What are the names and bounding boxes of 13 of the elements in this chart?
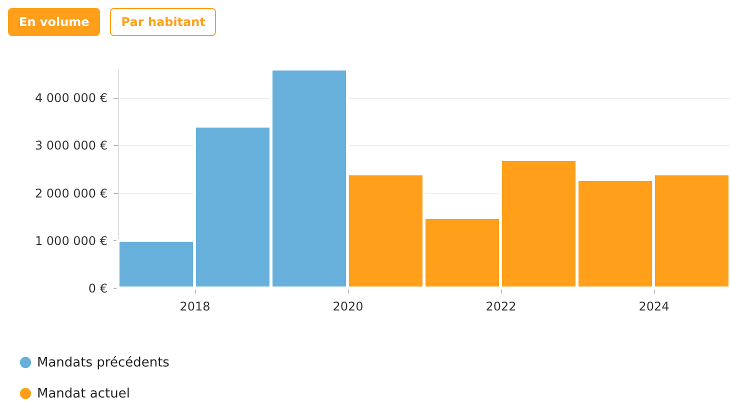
- legend-label: Mandats précédents: [37, 356, 170, 370]
- x-tick-label: 2018: [180, 300, 210, 314]
- y-tick-label: 1 000 000 €: [34, 234, 108, 248]
- y-tick-label: 3 000 000 €: [34, 138, 108, 153]
- y-tick-label: 2 000 000 €: [34, 186, 108, 200]
- legend-label: Mandat actuel: [37, 386, 130, 402]
- text: Par habitant: [110, 8, 216, 36]
- y-tick-label: 4 000 000 €: [34, 91, 108, 106]
- x-tick-label: 2022: [486, 300, 516, 314]
- text: En volume: [8, 8, 100, 36]
- x-tick-label: 2020: [332, 300, 364, 314]
- x-tick-label: 2024: [638, 300, 670, 314]
- y-tick-label: 0 €: [88, 282, 108, 296]
